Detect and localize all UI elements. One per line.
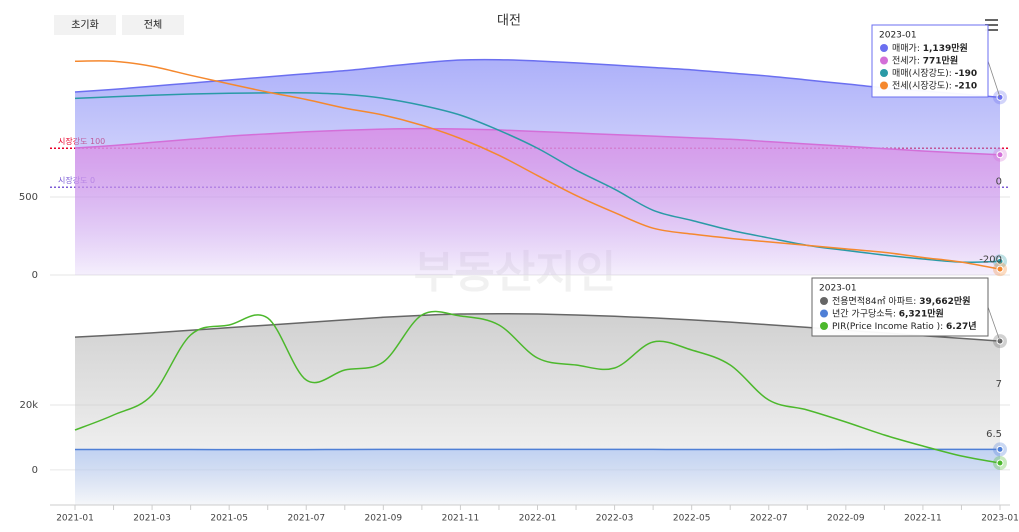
series-line bbox=[74, 127, 1001, 156]
tooltip-swatch bbox=[820, 309, 828, 318]
area bbox=[75, 449, 1000, 505]
x-tick-label: 2021-05 bbox=[210, 514, 248, 524]
tooltip-connector bbox=[987, 60, 1001, 98]
tooltip-swatch bbox=[880, 56, 888, 65]
tooltip bbox=[871, 24, 989, 98]
tooltip-row: 년간 가구당소득: 6,321만원 bbox=[832, 307, 944, 319]
tooltip-row: 전용면적84㎡ 아파트: 39,662만원 bbox=[832, 295, 970, 307]
point-marker bbox=[996, 445, 1004, 453]
tooltip-series-name: 전세가 bbox=[892, 55, 917, 66]
reset-label[interactable]: 초기화 bbox=[71, 19, 99, 31]
point-marker bbox=[996, 257, 1004, 265]
y-tick-label: 0 bbox=[32, 465, 38, 476]
menu-bar[interactable] bbox=[985, 24, 998, 26]
x-tick-label: 2021-07 bbox=[287, 514, 325, 524]
y-tick-label: 20k bbox=[19, 400, 38, 411]
x-tick-label: 2022-09 bbox=[827, 514, 865, 524]
tooltip-separator: : bbox=[949, 81, 955, 91]
tooltip-row: 전세(시장강도): -210 bbox=[892, 80, 977, 91]
tooltip-separator: : bbox=[940, 322, 946, 332]
tooltip-swatch bbox=[880, 69, 888, 77]
x-tick-label: 2022-05 bbox=[673, 514, 711, 524]
y-tick-label: 500 bbox=[19, 192, 38, 203]
tooltip bbox=[811, 277, 989, 337]
tooltip-separator: : bbox=[949, 69, 955, 79]
y2-tick-label: 7 bbox=[996, 379, 1002, 390]
tooltip-swatch bbox=[880, 81, 888, 90]
tooltip-row: 매매(시장강도): -190 bbox=[892, 68, 977, 79]
tooltip-value: 771만원 bbox=[923, 54, 958, 66]
x-tick-label: 2022-11 bbox=[904, 514, 942, 524]
x-tick-label: 2021-03 bbox=[133, 514, 171, 524]
point-marker bbox=[996, 265, 1004, 273]
y2-tick-label: 6.5 bbox=[986, 429, 1002, 440]
tooltip-value: -190 bbox=[955, 69, 978, 79]
tooltip-value: 6,321만원 bbox=[899, 307, 944, 319]
all-button[interactable] bbox=[122, 15, 184, 35]
all-label[interactable]: 전체 bbox=[144, 19, 162, 31]
point-marker bbox=[996, 151, 1004, 159]
tooltip-separator: : bbox=[913, 297, 919, 307]
x-tick-label: 2021-09 bbox=[365, 514, 403, 524]
tooltip-title: 2023-01 bbox=[879, 31, 917, 41]
y-tick-label: 0 bbox=[32, 270, 38, 281]
tooltip-row: 매매가: 1,139만원 bbox=[892, 42, 968, 54]
series-line bbox=[74, 310, 1001, 464]
x-tick-label: 2023-01 bbox=[981, 514, 1019, 524]
menu-icon[interactable] bbox=[985, 19, 998, 31]
tooltip-swatch bbox=[880, 44, 888, 52]
x-tick-label: 2022-01 bbox=[519, 514, 557, 524]
tooltip-series-name: 전세(시장강도) bbox=[892, 80, 949, 91]
x-tick-label: 2021-11 bbox=[442, 514, 480, 524]
tooltip-row: 전세가: 771만원 bbox=[892, 54, 958, 66]
y2-tick-label: -200 bbox=[979, 254, 1002, 265]
tooltip-swatch bbox=[820, 297, 828, 305]
menu-bar[interactable] bbox=[985, 19, 998, 21]
y2-tick-label: 0 bbox=[996, 176, 1002, 187]
series-line bbox=[74, 58, 1001, 99]
menu-bar[interactable] bbox=[985, 29, 998, 31]
tooltip-row: PIR(Price Income Ratio ): 6.27년 bbox=[832, 320, 977, 332]
x-tick-label: 2021-01 bbox=[56, 514, 94, 524]
x-tick-label: 2022-03 bbox=[596, 514, 634, 524]
tooltip-separator: : bbox=[917, 44, 923, 54]
chart-title: 대전 bbox=[497, 14, 521, 29]
tooltip-separator: : bbox=[917, 56, 923, 66]
tooltip-series-name: 년간 가구당소득 bbox=[832, 308, 893, 319]
tooltip-series-name: 매매가 bbox=[892, 43, 917, 54]
tooltip-separator: : bbox=[893, 309, 899, 319]
tooltip-series-name: 매매(시장강도) bbox=[892, 68, 949, 79]
series-line bbox=[74, 60, 1001, 270]
tooltip-value: 1,139만원 bbox=[923, 42, 968, 54]
tooltip-series-name: PIR(Price Income Ratio ) bbox=[832, 322, 940, 332]
x-tick-label: 2022-07 bbox=[750, 514, 788, 524]
tooltip-connector bbox=[987, 306, 1001, 342]
tooltip-title: 2023-01 bbox=[819, 284, 857, 294]
tooltip-swatch bbox=[820, 322, 828, 330]
tooltip-value: 39,662만원 bbox=[919, 295, 970, 307]
point-marker bbox=[996, 459, 1004, 467]
reset-button[interactable] bbox=[54, 15, 116, 35]
series-line bbox=[74, 91, 1001, 263]
tooltip-series-name: 전용면적84㎡ 아파트 bbox=[832, 295, 913, 307]
tooltip-value: -210 bbox=[955, 81, 978, 91]
tooltip-value: 6.27년 bbox=[946, 320, 977, 332]
